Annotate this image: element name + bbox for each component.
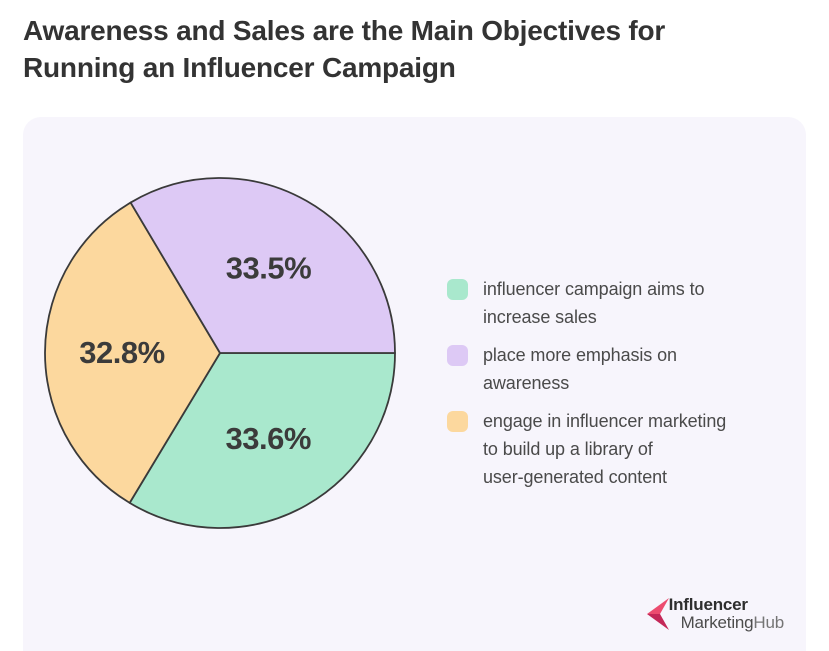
logo-marketing-text: Marketing bbox=[680, 613, 754, 632]
legend-swatch-orange bbox=[447, 411, 468, 432]
legend-label: place more emphasis on awareness bbox=[483, 345, 677, 393]
chart-legend: influencer campaign aims to increase sal… bbox=[447, 275, 783, 491]
legend-swatch-green bbox=[447, 279, 468, 300]
page-title: Awareness and Sales are the Main Objecti… bbox=[23, 15, 666, 83]
pie-slice-label: 33.5% bbox=[226, 250, 311, 285]
influencer-marketinghub-arrow-icon bbox=[646, 598, 669, 630]
pie-slice-label: 33.6% bbox=[225, 421, 310, 456]
chart-card: 33.6% 32.8% 33.5% influencer campaign aims… bbox=[23, 117, 806, 651]
legend-item-increase-sales: influencer campaign aims to increase sal… bbox=[447, 275, 783, 331]
legend-item-ugc-library: engage in influencer marketing to build … bbox=[447, 407, 783, 491]
legend-swatch-purple bbox=[447, 345, 468, 366]
influencer-marketinghub-logo: Influencer MarketingHub bbox=[646, 596, 784, 632]
logo-hub-text: Hub bbox=[753, 613, 784, 632]
logo-line-marketinghub: MarketingHub bbox=[669, 613, 785, 632]
pie-slice-label: 32.8% bbox=[79, 335, 164, 370]
legend-item-awareness: place more emphasis on awareness bbox=[447, 341, 783, 397]
logo-line-influencer: Influencer bbox=[668, 595, 748, 614]
legend-label: influencer campaign aims to increase sal… bbox=[483, 279, 705, 327]
pie-slice bbox=[129, 177, 396, 354]
pie-chart: 33.6% 32.8% 33.5% bbox=[44, 177, 396, 529]
logo-wordmark: Influencer MarketingHub bbox=[668, 595, 785, 632]
pie-slice bbox=[128, 352, 396, 529]
legend-label: engage in influencer marketing to build … bbox=[483, 411, 727, 487]
pie-slice bbox=[44, 201, 221, 504]
